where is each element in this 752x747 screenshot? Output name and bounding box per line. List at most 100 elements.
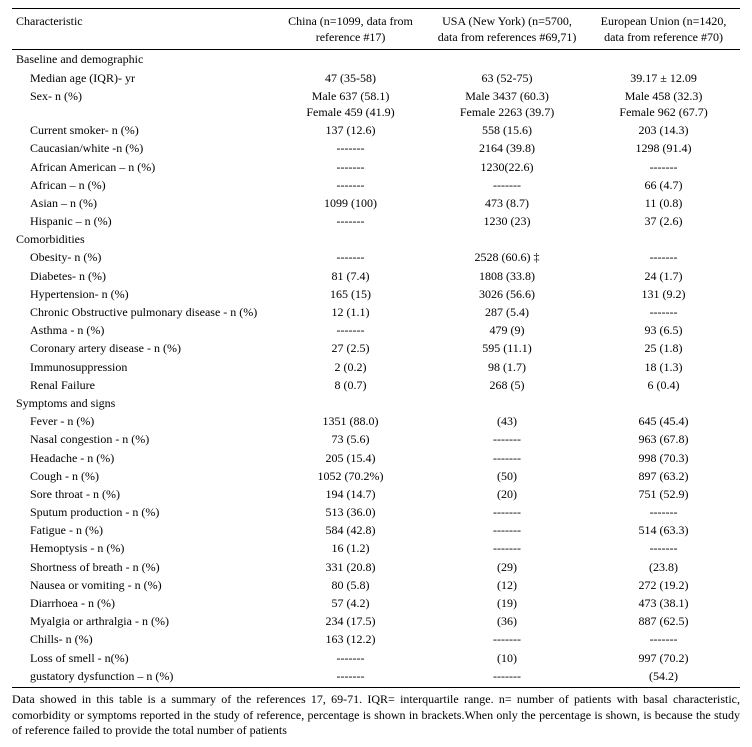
cell-c4: 963 (67.8) (587, 430, 740, 448)
cell-c3: 287 (5.4) (427, 303, 587, 321)
cell-c2: 47 (35-58) (274, 69, 427, 87)
cell-c2: 16 (1.2) (274, 539, 427, 557)
cell-c3: 558 (15.6) (427, 121, 587, 139)
section-title: Baseline and demographic (12, 50, 740, 69)
cell-c4: 887 (62.5) (587, 612, 740, 630)
cell-c2: 2 (0.2) (274, 358, 427, 376)
cell-c3: 268 (5) (427, 376, 587, 394)
col-usa: USA (New York) (n=5700, data from refere… (427, 9, 587, 50)
cell-c1: Sore throat - n (%) (12, 485, 274, 503)
cell-c2: 205 (15.4) (274, 449, 427, 467)
cell-c2: 137 (12.6) (274, 121, 427, 139)
cell-c2: 331 (20.8) (274, 558, 427, 576)
section-title: Symptoms and signs (12, 394, 740, 412)
cell-c2: 1052 (70.2%) (274, 467, 427, 485)
cell-c1: Hemoptysis - n (%) (12, 539, 274, 557)
cell-c4: 997 (70.2) (587, 649, 740, 667)
table-row: Caucasian/white -n (%)-------2164 (39.8)… (12, 139, 740, 157)
cell-c1: gustatory dysfunction – n (%) (12, 667, 274, 685)
cell-c2: 513 (36.0) (274, 503, 427, 521)
cell-c2: ------- (274, 176, 427, 194)
table-row: Nausea or vomiting - n (%)80 (5.8)(12)27… (12, 576, 740, 594)
table-row: Diabetes- n (%)81 (7.4)1808 (33.8)24 (1.… (12, 267, 740, 285)
cell-c1: Hispanic – n (%) (12, 212, 274, 230)
cell-c1: Coronary artery disease - n (%) (12, 339, 274, 357)
cell-c4: ------- (587, 248, 740, 266)
col-china: China (n=1099, data from reference #17) (274, 9, 427, 50)
cell-c4: 645 (45.4) (587, 412, 740, 430)
table-row: Nasal congestion - n (%)73 (5.6)-------9… (12, 430, 740, 448)
table-row: Myalgia or arthralgia - n (%)234 (17.5)(… (12, 612, 740, 630)
cell-c3: ------- (427, 630, 587, 648)
table-row: Fever - n (%)1351 (88.0)(43)645 (45.4) (12, 412, 740, 430)
cell-c1: Diarrhoea - n (%) (12, 594, 274, 612)
cell-c2: 73 (5.6) (274, 430, 427, 448)
table-row: Coronary artery disease - n (%)27 (2.5)5… (12, 339, 740, 357)
cell-c3: (29) (427, 558, 587, 576)
cell-c2: 80 (5.8) (274, 576, 427, 594)
cell-c1: Loss of smell - n(%) (12, 649, 274, 667)
cell-c2: 163 (12.2) (274, 630, 427, 648)
table-row: Chronic Obstructive pulmonary disease - … (12, 303, 740, 321)
table-row: Hemoptysis - n (%)16 (1.2)-------------- (12, 539, 740, 557)
cell-c4: 514 (63.3) (587, 521, 740, 539)
cell-c4: Male 458 (32.3)Female 962 (67.7) (587, 87, 740, 121)
col-eu: European Union (n=1420, data from refere… (587, 9, 740, 50)
cell-c3: 63 (52-75) (427, 69, 587, 87)
cell-c2: 1351 (88.0) (274, 412, 427, 430)
table-row: African – n (%)--------------66 (4.7) (12, 176, 740, 194)
cell-c4: 93 (6.5) (587, 321, 740, 339)
cell-c3: 1808 (33.8) (427, 267, 587, 285)
cell-c4: 203 (14.3) (587, 121, 740, 139)
cell-c2: ------- (274, 649, 427, 667)
cell-c3: ------- (427, 539, 587, 557)
section-row: Comorbidities (12, 230, 740, 248)
cell-c1: Current smoker- n (%) (12, 121, 274, 139)
cell-c3: ------- (427, 667, 587, 685)
section-title: Comorbidities (12, 230, 740, 248)
cell-c3: (36) (427, 612, 587, 630)
table-row: Sore throat - n (%)194 (14.7)(20)751 (52… (12, 485, 740, 503)
cell-c1: Chills- n (%) (12, 630, 274, 648)
cell-c3: 3026 (56.6) (427, 285, 587, 303)
cell-c1: Median age (IQR)- yr (12, 69, 274, 87)
cell-c4: 24 (1.7) (587, 267, 740, 285)
table-row: Fatigue - n (%)584 (42.8)-------514 (63.… (12, 521, 740, 539)
cell-c1: Immunosuppression (12, 358, 274, 376)
cell-c1: Nasal congestion - n (%) (12, 430, 274, 448)
cell-c2: 234 (17.5) (274, 612, 427, 630)
cell-c1: Myalgia or arthralgia - n (%) (12, 612, 274, 630)
cell-c4: 66 (4.7) (587, 176, 740, 194)
table-row: Loss of smell - n(%)-------(10)997 (70.2… (12, 649, 740, 667)
table-row: Sputum production - n (%)513 (36.0)-----… (12, 503, 740, 521)
cell-c1: Asian – n (%) (12, 194, 274, 212)
table-row: Renal Failure8 (0.7)268 (5)6 (0.4) (12, 376, 740, 394)
table-row: Headache - n (%)205 (15.4)-------998 (70… (12, 449, 740, 467)
section-row: Symptoms and signs (12, 394, 740, 412)
cell-c1: Diabetes- n (%) (12, 267, 274, 285)
table-row: Hispanic – n (%)-------1230 (23)37 (2.6) (12, 212, 740, 230)
table-row: Diarrhoea - n (%)57 (4.2)(19)473 (38.1) (12, 594, 740, 612)
cell-c3: 473 (8.7) (427, 194, 587, 212)
cell-c2: 584 (42.8) (274, 521, 427, 539)
cell-c3: ------- (427, 503, 587, 521)
cell-c2: ------- (274, 212, 427, 230)
cell-c1: Hypertension- n (%) (12, 285, 274, 303)
cell-c4: 998 (70.3) (587, 449, 740, 467)
table-row: gustatory dysfunction – n (%)-----------… (12, 667, 740, 685)
cell-c2: 165 (15) (274, 285, 427, 303)
table-row: Median age (IQR)- yr47 (35-58)63 (52-75)… (12, 69, 740, 87)
cell-c1: Nausea or vomiting - n (%) (12, 576, 274, 594)
cell-c3: ------- (427, 176, 587, 194)
cell-c2: 1099 (100) (274, 194, 427, 212)
cell-c2: ------- (274, 248, 427, 266)
cell-c2: 57 (4.2) (274, 594, 427, 612)
footnote: Data showed in this table is a summary o… (12, 687, 740, 739)
cell-c3: 1230 (23) (427, 212, 587, 230)
cell-c4: 897 (63.2) (587, 467, 740, 485)
cell-c2: 81 (7.4) (274, 267, 427, 285)
cell-c1: Renal Failure (12, 376, 274, 394)
cell-c4: 39.17 ± 12.09 (587, 69, 740, 87)
cell-c2: ------- (274, 321, 427, 339)
cell-c3: ------- (427, 449, 587, 467)
